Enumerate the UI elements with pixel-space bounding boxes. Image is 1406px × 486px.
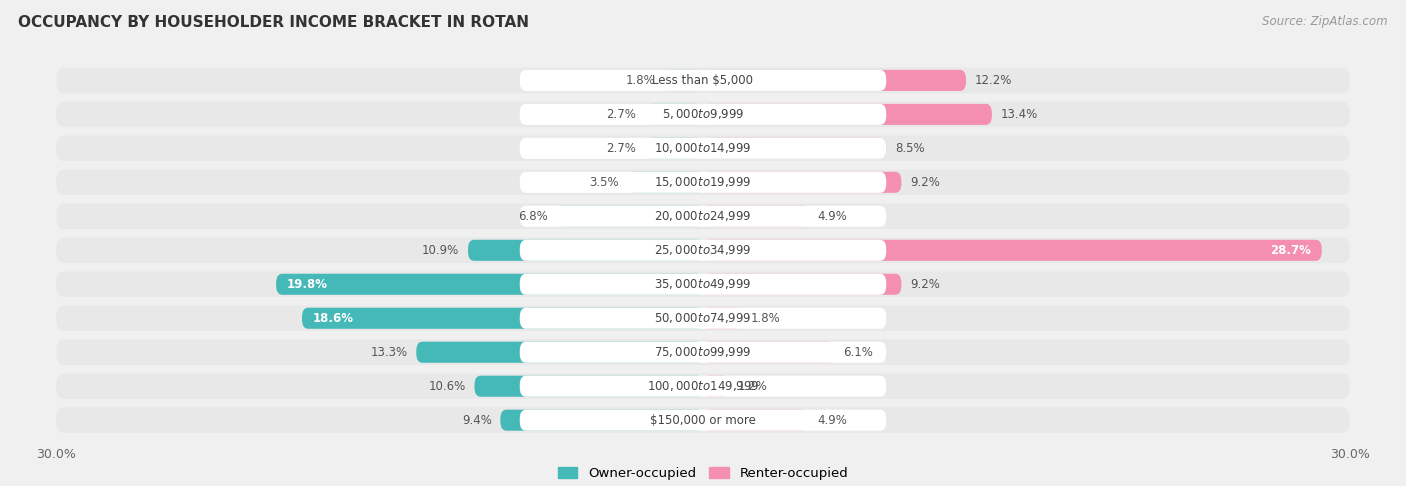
FancyBboxPatch shape — [56, 68, 1350, 93]
FancyBboxPatch shape — [520, 70, 886, 91]
Text: 1.8%: 1.8% — [751, 312, 780, 325]
FancyBboxPatch shape — [645, 104, 703, 125]
Text: 6.8%: 6.8% — [517, 210, 548, 223]
FancyBboxPatch shape — [56, 407, 1350, 433]
Text: 2.7%: 2.7% — [606, 108, 636, 121]
Text: $50,000 to $74,999: $50,000 to $74,999 — [654, 311, 752, 325]
FancyBboxPatch shape — [501, 410, 703, 431]
FancyBboxPatch shape — [703, 240, 1322, 261]
FancyBboxPatch shape — [302, 308, 703, 329]
Text: 10.6%: 10.6% — [429, 380, 465, 393]
Text: 12.2%: 12.2% — [974, 74, 1012, 87]
FancyBboxPatch shape — [703, 104, 991, 125]
Text: Less than $5,000: Less than $5,000 — [652, 74, 754, 87]
FancyBboxPatch shape — [703, 308, 742, 329]
FancyBboxPatch shape — [703, 206, 808, 227]
FancyBboxPatch shape — [645, 138, 703, 159]
FancyBboxPatch shape — [56, 238, 1350, 263]
Text: $20,000 to $24,999: $20,000 to $24,999 — [654, 209, 752, 223]
Text: 19.8%: 19.8% — [287, 278, 328, 291]
FancyBboxPatch shape — [520, 376, 886, 397]
FancyBboxPatch shape — [468, 240, 703, 261]
Text: 2.7%: 2.7% — [606, 142, 636, 155]
FancyBboxPatch shape — [56, 272, 1350, 297]
FancyBboxPatch shape — [56, 373, 1350, 399]
Text: 4.9%: 4.9% — [817, 210, 848, 223]
FancyBboxPatch shape — [56, 340, 1350, 365]
Text: 18.6%: 18.6% — [312, 312, 354, 325]
FancyBboxPatch shape — [703, 274, 901, 295]
FancyBboxPatch shape — [703, 172, 901, 193]
FancyBboxPatch shape — [56, 102, 1350, 127]
Text: $100,000 to $149,999: $100,000 to $149,999 — [647, 379, 759, 393]
Text: 13.4%: 13.4% — [1001, 108, 1038, 121]
FancyBboxPatch shape — [703, 138, 886, 159]
Text: $35,000 to $49,999: $35,000 to $49,999 — [654, 278, 752, 291]
Text: 1.8%: 1.8% — [626, 74, 655, 87]
FancyBboxPatch shape — [557, 206, 703, 227]
FancyBboxPatch shape — [56, 170, 1350, 195]
Text: 9.2%: 9.2% — [910, 176, 939, 189]
Text: 10.9%: 10.9% — [422, 244, 460, 257]
FancyBboxPatch shape — [520, 240, 886, 261]
Text: 3.5%: 3.5% — [589, 176, 619, 189]
FancyBboxPatch shape — [520, 138, 886, 159]
FancyBboxPatch shape — [520, 342, 886, 363]
Text: 6.1%: 6.1% — [844, 346, 873, 359]
Text: Source: ZipAtlas.com: Source: ZipAtlas.com — [1263, 15, 1388, 28]
FancyBboxPatch shape — [703, 70, 966, 91]
FancyBboxPatch shape — [703, 342, 835, 363]
Text: $75,000 to $99,999: $75,000 to $99,999 — [654, 345, 752, 359]
FancyBboxPatch shape — [520, 410, 886, 431]
Text: 28.7%: 28.7% — [1270, 244, 1310, 257]
FancyBboxPatch shape — [56, 204, 1350, 229]
FancyBboxPatch shape — [276, 274, 703, 295]
FancyBboxPatch shape — [703, 410, 808, 431]
FancyBboxPatch shape — [627, 172, 703, 193]
Text: $10,000 to $14,999: $10,000 to $14,999 — [654, 141, 752, 156]
FancyBboxPatch shape — [520, 172, 886, 193]
FancyBboxPatch shape — [56, 136, 1350, 161]
Text: $5,000 to $9,999: $5,000 to $9,999 — [662, 107, 744, 122]
FancyBboxPatch shape — [520, 308, 886, 329]
Legend: Owner-occupied, Renter-occupied: Owner-occupied, Renter-occupied — [553, 462, 853, 486]
FancyBboxPatch shape — [416, 342, 703, 363]
FancyBboxPatch shape — [520, 206, 886, 227]
Text: 9.2%: 9.2% — [910, 278, 939, 291]
Text: OCCUPANCY BY HOUSEHOLDER INCOME BRACKET IN ROTAN: OCCUPANCY BY HOUSEHOLDER INCOME BRACKET … — [18, 15, 529, 30]
Text: 13.3%: 13.3% — [371, 346, 408, 359]
FancyBboxPatch shape — [520, 104, 886, 125]
Text: 1.2%: 1.2% — [738, 380, 768, 393]
Text: $15,000 to $19,999: $15,000 to $19,999 — [654, 175, 752, 190]
Text: 4.9%: 4.9% — [817, 414, 848, 427]
Text: $25,000 to $34,999: $25,000 to $34,999 — [654, 243, 752, 257]
FancyBboxPatch shape — [664, 70, 703, 91]
FancyBboxPatch shape — [56, 306, 1350, 331]
Text: 8.5%: 8.5% — [894, 142, 925, 155]
FancyBboxPatch shape — [474, 376, 703, 397]
Text: 9.4%: 9.4% — [461, 414, 492, 427]
Text: $150,000 or more: $150,000 or more — [650, 414, 756, 427]
FancyBboxPatch shape — [520, 274, 886, 295]
FancyBboxPatch shape — [703, 376, 728, 397]
